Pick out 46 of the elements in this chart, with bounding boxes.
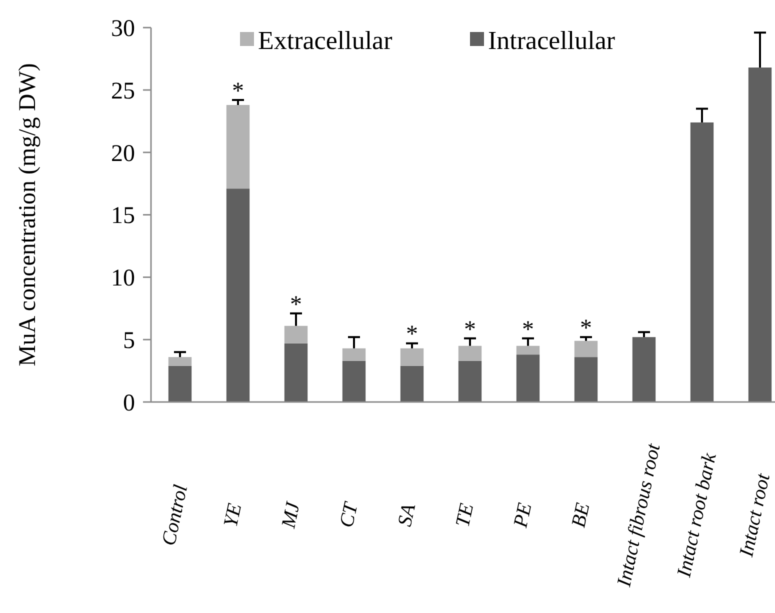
x-tick-label: Intact fibrous root <box>612 441 665 590</box>
x-tick-label: Control <box>158 482 192 548</box>
y-tick-label: 25 <box>111 78 135 104</box>
bar <box>516 354 540 402</box>
bar <box>168 366 192 402</box>
bar <box>400 366 424 402</box>
bar <box>574 357 598 402</box>
bar <box>458 360 482 402</box>
x-tick-label: Intact root bark <box>672 450 722 580</box>
bar <box>632 337 656 402</box>
annotation: * <box>580 316 592 342</box>
annotation: * <box>522 316 534 343</box>
x-tick-label: CT <box>336 499 363 530</box>
bar <box>284 343 308 402</box>
x-tick-label: PE <box>509 500 536 530</box>
bar <box>690 122 714 402</box>
bar <box>400 348 424 366</box>
x-tick-label: TE <box>452 502 478 529</box>
bar <box>748 68 772 402</box>
x-tick-label: BE <box>568 500 594 530</box>
annotation: * <box>232 78 244 104</box>
bar <box>226 188 250 402</box>
bar <box>516 346 540 355</box>
bar <box>342 360 366 402</box>
x-tick-label: Intact root <box>735 471 775 560</box>
y-tick-label: 30 <box>111 16 135 42</box>
x-tick-label: SA <box>394 501 420 528</box>
annotation: * <box>406 322 418 348</box>
y-tick-label: 20 <box>111 140 135 167</box>
annotation: * <box>290 292 302 318</box>
bar <box>226 104 250 189</box>
bar <box>574 340 598 358</box>
y-tick-label: 10 <box>111 266 135 292</box>
x-tick-label: MJ <box>277 499 305 531</box>
bar <box>342 348 366 361</box>
x-tick-label: YE <box>220 502 246 529</box>
legend-label: Extracellular <box>258 26 393 56</box>
y-axis-title: MuA concentration (mg/g DW) <box>15 63 41 366</box>
legend-label: Intracellular <box>488 26 616 56</box>
annotation: * <box>464 316 476 343</box>
bar <box>458 346 482 361</box>
bar <box>284 326 308 344</box>
y-tick-label: 15 <box>111 203 135 230</box>
y-tick-label: 5 <box>123 328 135 354</box>
bar <box>168 357 192 366</box>
y-tick-label: 0 <box>123 390 135 416</box>
